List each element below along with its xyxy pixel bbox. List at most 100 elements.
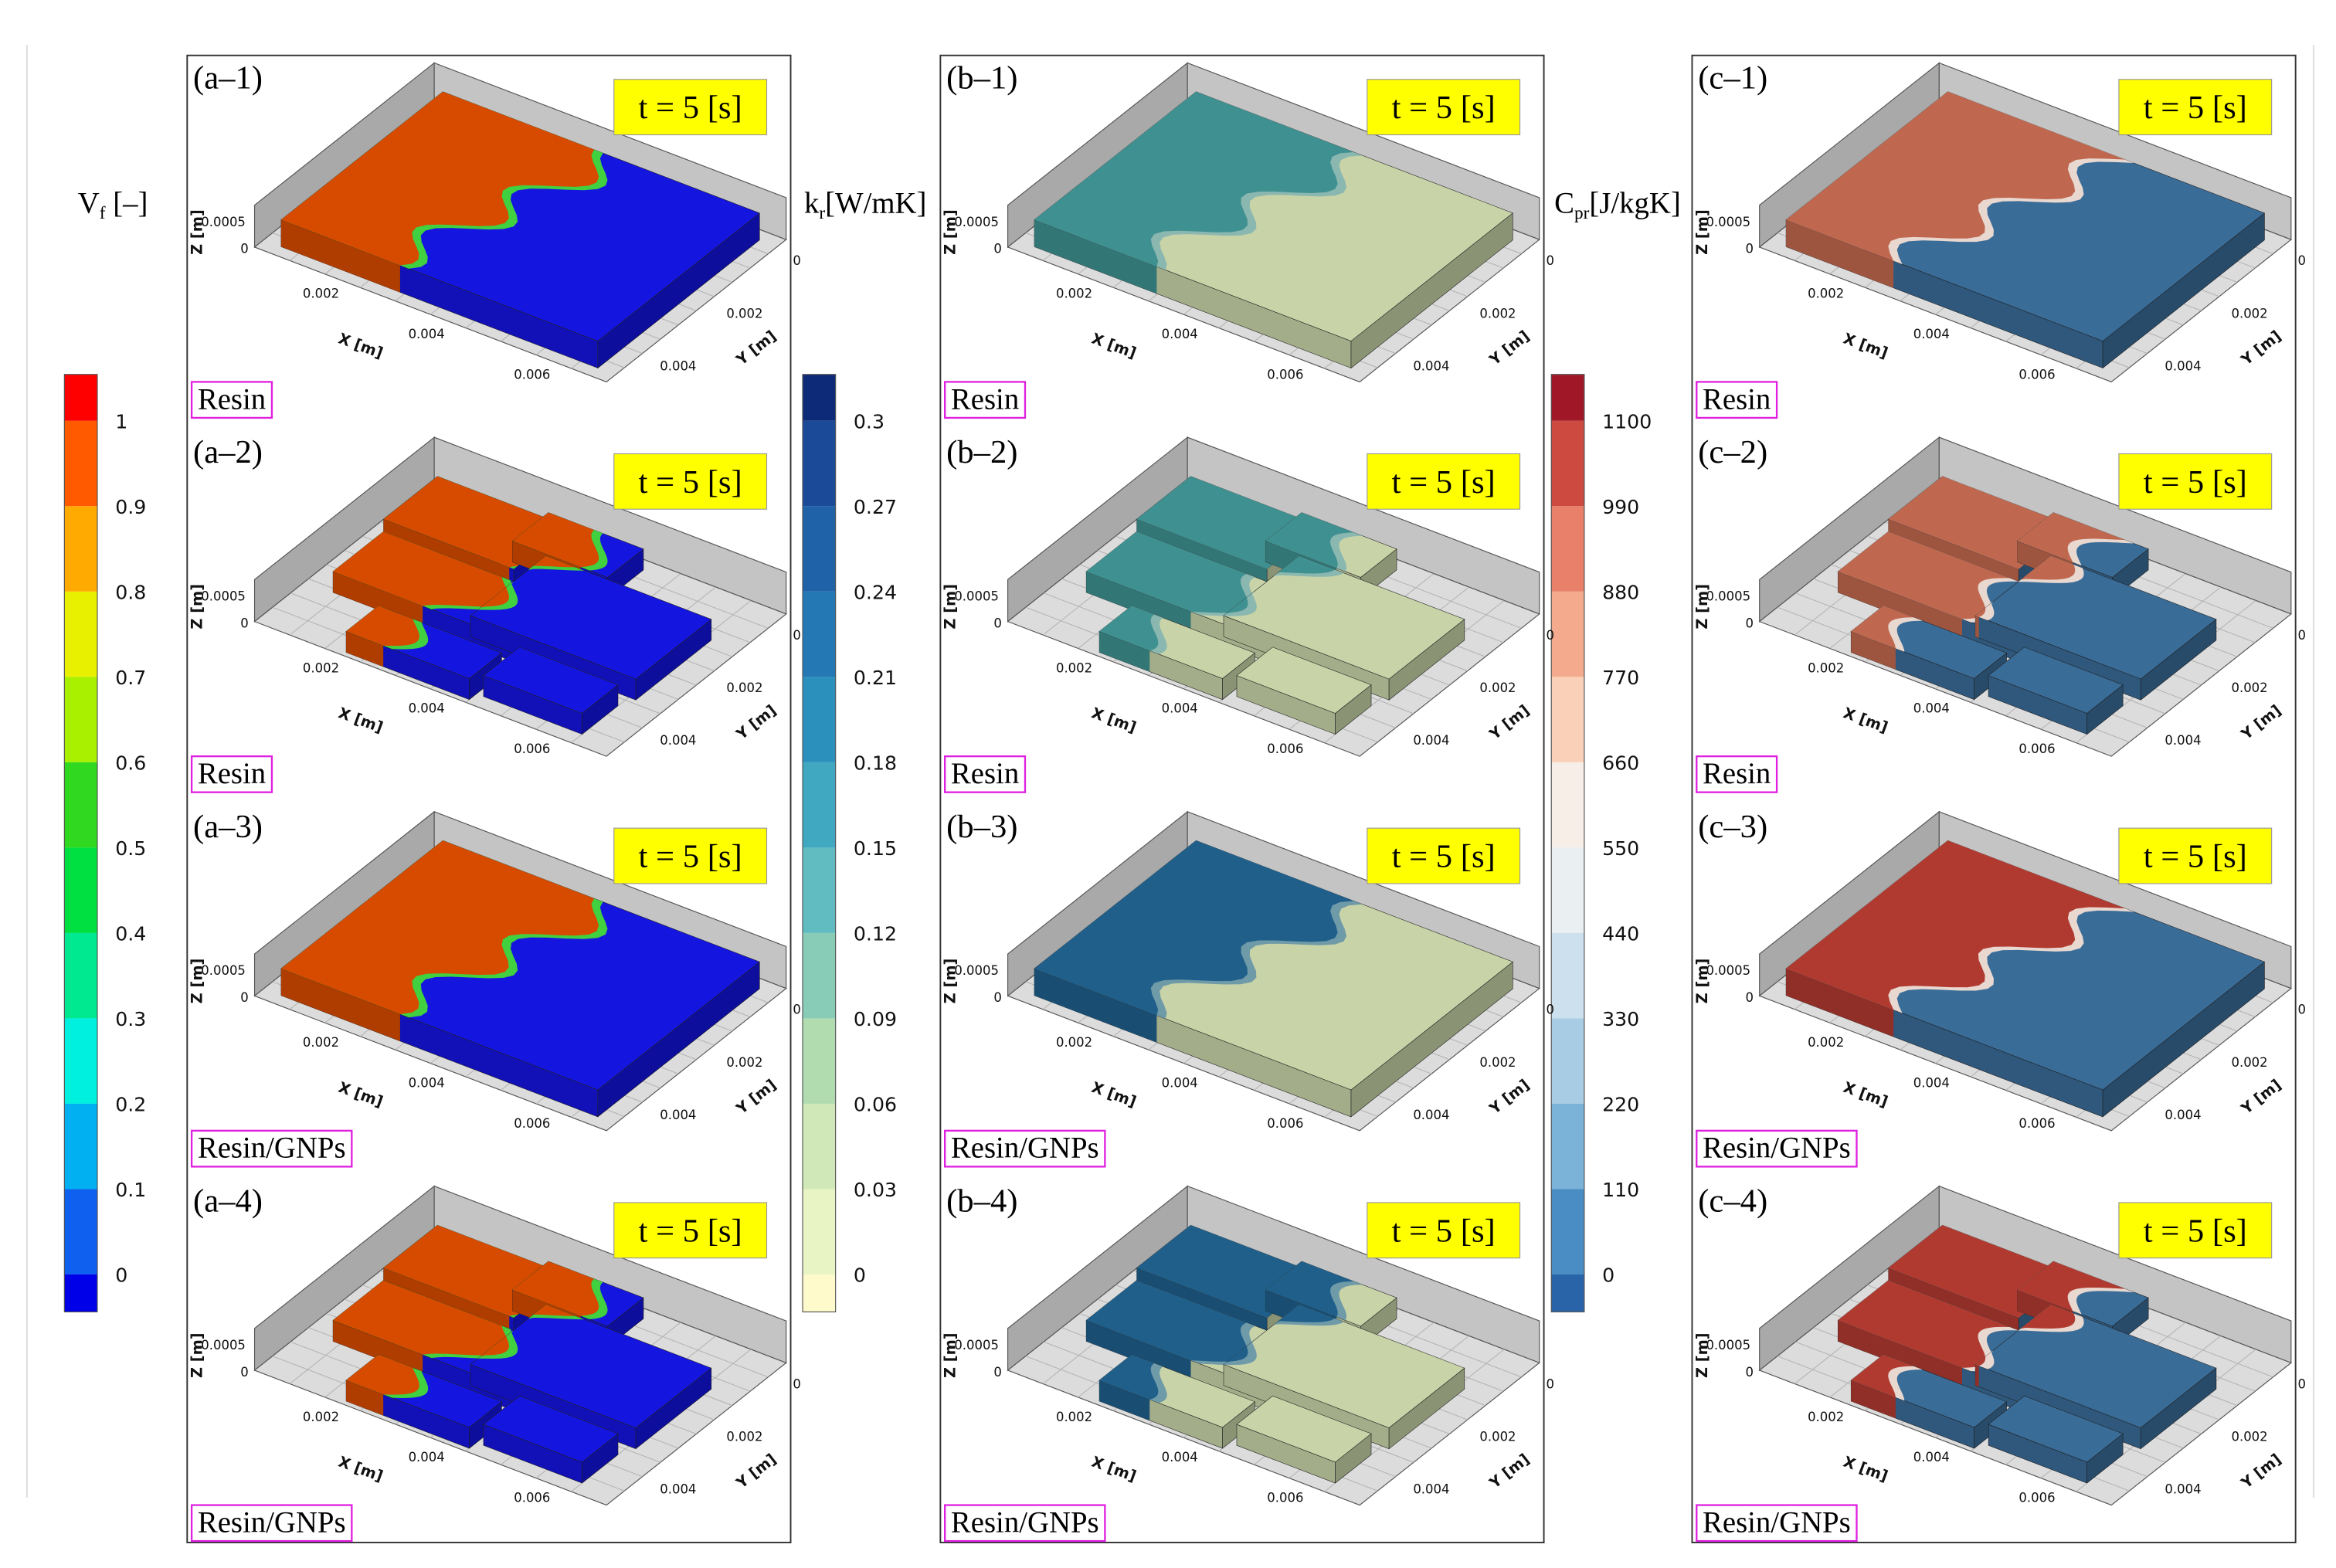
- x-tick-label: 0.006: [514, 367, 550, 382]
- shade: [2086, 1434, 2124, 1484]
- slab-face: [1975, 616, 1979, 638]
- shade: [582, 1434, 619, 1484]
- y-tick-label: 0.004: [2165, 733, 2201, 748]
- fiber-region: [1034, 91, 1354, 267]
- y-axis-label: Y [m]: [2237, 1076, 2284, 1118]
- x-tick-label: 0.006: [1267, 1490, 1303, 1505]
- shade: [1236, 1424, 1336, 1484]
- z-axis-label: Z [m]: [942, 584, 959, 630]
- y-tick-label: 0.004: [1413, 1108, 1449, 1122]
- colorbar-band: [64, 762, 97, 848]
- colorbar-tick-label: 0.3: [115, 1008, 146, 1030]
- colorbar-tick-label: 0.4: [115, 923, 146, 945]
- colorbar-band: [1551, 1189, 1584, 1274]
- x-tick-label: 0.006: [1267, 742, 1303, 756]
- colorbar-band: [1551, 677, 1584, 762]
- fiber-region: [1786, 91, 2125, 261]
- colorbar-tick-label: 0.21: [854, 667, 897, 689]
- material-box: [944, 381, 1027, 419]
- z-tick-label: 0: [993, 1365, 1001, 1380]
- colorbar-tick-label: 0.3: [854, 411, 884, 433]
- x-tick-label: 0.006: [514, 1116, 550, 1131]
- shade: [280, 219, 598, 368]
- plot-3d: 0.002 0.004 0.006 X [m] 0 0.002 0.004 Y [m] 0.00…: [1693, 62, 2306, 383]
- unit: [W/mK]: [825, 186, 926, 219]
- shade: [483, 1424, 582, 1484]
- y-axis-label: Y [m]: [732, 327, 779, 369]
- z-tick-label: 0: [1745, 1365, 1753, 1380]
- z-axis-label: Z [m]: [942, 209, 959, 255]
- z-tick-label: 0: [240, 1365, 248, 1380]
- y-tick-label: 0: [2298, 628, 2306, 643]
- fiber-region: [1099, 1354, 1159, 1400]
- symbol: V: [78, 186, 100, 219]
- shade: [333, 571, 524, 666]
- y-axis-label: Y [m]: [2237, 701, 2284, 744]
- time-box: [613, 827, 768, 884]
- y-tick-label: 0: [1546, 628, 1553, 643]
- time-box: [2118, 1202, 2273, 1259]
- z-tick-label: 0.0005: [1706, 589, 1750, 603]
- shade: [1988, 675, 2087, 735]
- y-tick-label: 0.004: [1413, 733, 1449, 748]
- panel-frame: [1691, 54, 2297, 1544]
- x-axis-label: X [m]: [1089, 330, 1139, 362]
- colorbar-tick-label: 0.18: [854, 752, 897, 775]
- plot-3d: 0.002 0.004 0.006 X [m] 0 0.002 0.004 Y [m] 0.00…: [1693, 1185, 2306, 1506]
- fiber-region: [512, 512, 599, 568]
- shade: [1786, 968, 2103, 1117]
- x-tick-label: 0.006: [514, 742, 550, 756]
- fiber-region: [333, 531, 509, 607]
- x-axis-label: X [m]: [1089, 704, 1139, 736]
- panel-frame: [186, 54, 792, 1544]
- colorbar-band: [1551, 1274, 1584, 1312]
- colorbar-tick-label: 0.03: [854, 1179, 897, 1201]
- y-tick-label: 0.004: [2165, 1108, 2201, 1122]
- plot-3d: 0.002 0.004 0.006 X [m] 0 0.002 0.004 Y [m] 0.00…: [188, 62, 801, 383]
- colorbar-band: [1551, 591, 1584, 677]
- y-tick-label: 0.004: [660, 733, 696, 748]
- shade: [1838, 1320, 2029, 1414]
- panel-label: (c–2): [1698, 434, 1767, 470]
- x-tick-label: 0.006: [1267, 367, 1303, 382]
- colorbar-band: [64, 677, 97, 762]
- shade: [1086, 1320, 1277, 1414]
- shade: [1034, 219, 1351, 368]
- x-axis-label: X [m]: [336, 1453, 385, 1485]
- colorbar-band: [64, 1274, 97, 1312]
- shade: [1034, 968, 1351, 1117]
- shade: [333, 1320, 524, 1414]
- plot-3d: 0.002 0.004 0.006 X [m] 0 0.002 0.004 Y [m] 0.00…: [942, 1185, 1554, 1506]
- material-label: Resin: [1703, 382, 1771, 416]
- panel-label: (b–2): [946, 434, 1017, 470]
- x-axis-label: X [m]: [1089, 1453, 1139, 1485]
- plot-3d: 0.002 0.004 0.006 X [m] 0 0.002 0.004 Y [m] 0.00…: [942, 810, 1554, 1132]
- y-tick-label: 0.002: [1479, 680, 1516, 695]
- y-tick-label: 0.004: [660, 1108, 696, 1122]
- z-tick-label: 0.0005: [954, 1338, 999, 1352]
- y-tick-label: 0.002: [2232, 680, 2268, 695]
- slab-face: [1838, 571, 1962, 640]
- shade: [1389, 619, 1465, 701]
- colorbar-band: [1551, 506, 1584, 592]
- time-label: t = 5 [s]: [639, 839, 742, 875]
- colorbar-title: Vf [–]: [78, 186, 148, 223]
- fiber-region: [1975, 555, 2076, 617]
- colorbar-band: [803, 1103, 836, 1190]
- x-axis-label: X [m]: [1841, 1453, 1890, 1485]
- colorbar-tick-label: 660: [1602, 752, 1639, 775]
- time-label: t = 5 [s]: [1392, 464, 1496, 501]
- time-box: [2118, 453, 2273, 510]
- panel-label: (c–1): [1698, 59, 1767, 96]
- shade: [483, 675, 582, 735]
- shade: [2086, 684, 2124, 735]
- y-axis-label: Y [m]: [2237, 1450, 2284, 1492]
- y-tick-label: 0: [1546, 1003, 1553, 1017]
- y-tick-label: 0.002: [726, 1055, 762, 1070]
- colorbar-tick-label: 0.2: [115, 1094, 146, 1116]
- y-tick-label: 0.002: [1479, 306, 1516, 321]
- shade: [346, 631, 470, 700]
- colorbar-band: [1551, 374, 1584, 421]
- plot-3d: 0.002 0.004 0.006 X [m] 0 0.002 0.004 Y [m] 0.00…: [188, 436, 801, 757]
- panel-label: (a–4): [193, 1183, 263, 1220]
